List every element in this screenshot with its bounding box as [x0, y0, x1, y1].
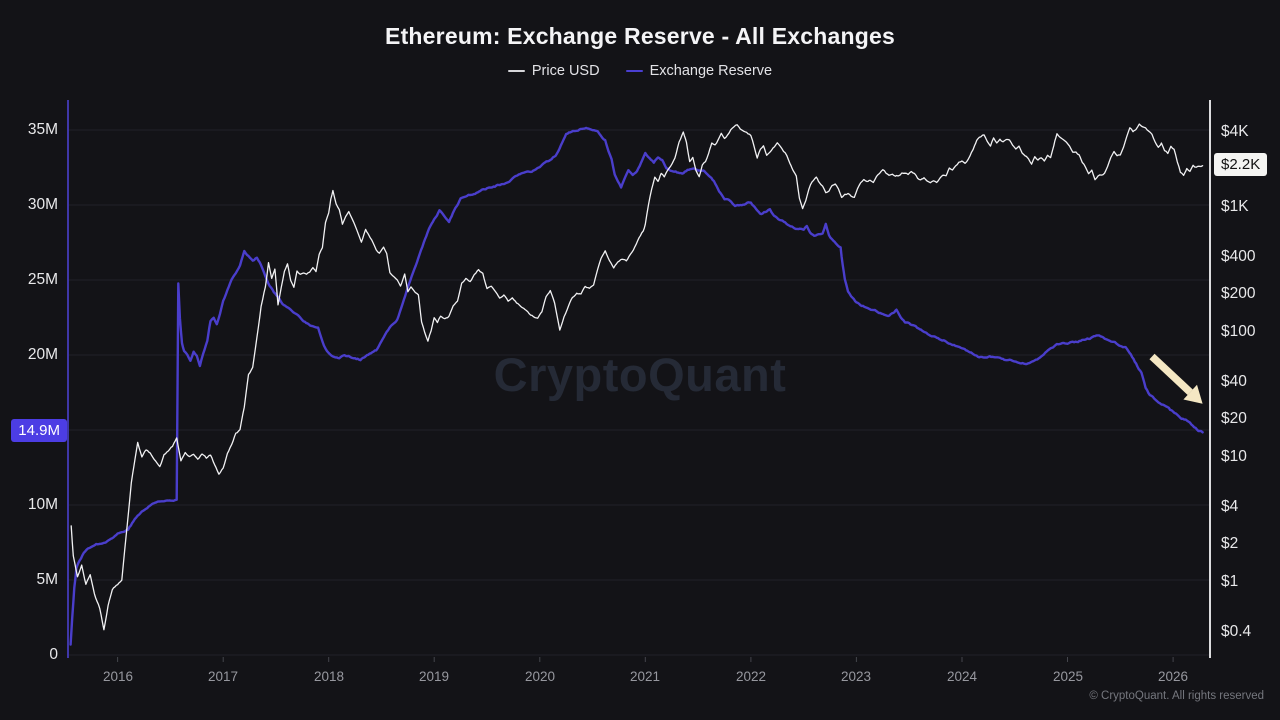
legend-item-reserve[interactable]: Exchange Reserve: [625, 63, 773, 79]
copyright-notice: © CryptoQuant. All rights reserved: [1089, 690, 1264, 702]
price-current-value-badge: $2.2K: [1214, 153, 1268, 176]
x-axis-year-label: 2020: [524, 669, 556, 684]
right-axis-tick-label: $400: [1221, 248, 1256, 265]
x-axis-year-label: 2026: [1157, 669, 1189, 684]
legend-label-price: Price USD: [531, 63, 600, 79]
x-axis-year-label: 2025: [1052, 669, 1084, 684]
chart-legend: Price USD Exchange Reserve: [0, 63, 1280, 79]
page-title: Ethereum: Exchange Reserve - All Exchang…: [385, 23, 895, 49]
x-axis-year-label: 2024: [946, 669, 978, 684]
right-axis-tick-label: $4K: [1221, 123, 1249, 140]
right-axis-tick-label: $0.4: [1221, 623, 1252, 640]
right-axis-tick-label: $4: [1221, 498, 1239, 515]
reserve-line: [69, 126, 1204, 646]
x-axis-year-label: 2022: [735, 669, 767, 684]
right-axis-tick-label: $20: [1221, 410, 1247, 427]
left-axis-tick-label: 30M: [27, 196, 58, 213]
right-axis-tick-label: $100: [1221, 323, 1256, 340]
right-axis-tick-label: $200: [1221, 285, 1256, 302]
right-axis-tick-label: $1: [1221, 573, 1239, 590]
left-axis-tick-label: 10M: [27, 496, 58, 513]
x-axis-year-label: 2023: [840, 669, 872, 684]
legend-label-reserve: Exchange Reserve: [649, 63, 773, 79]
left-axis-tick-label: 25M: [27, 271, 58, 288]
x-axis-year-label: 2018: [313, 669, 345, 684]
price-line-swatch-icon: [507, 69, 525, 73]
right-axis-tick-label: $40: [1221, 373, 1247, 390]
left-axis-tick-label: 35M: [27, 121, 58, 138]
x-axis-year-label: 2017: [207, 669, 239, 684]
legend-item-price[interactable]: Price USD: [507, 63, 600, 79]
down-arrow-annotation: [1149, 353, 1203, 404]
x-axis-year-label: 2021: [629, 669, 661, 684]
right-axis-tick-label: $2: [1221, 535, 1239, 552]
cryptoquant-watermark: CryptoQuant: [493, 348, 787, 401]
right-axis-tick-label: $10: [1221, 448, 1247, 465]
price-line: [70, 123, 1204, 631]
right-axis-tick-label: $1K: [1221, 198, 1249, 215]
reserve-line-swatch-icon: [625, 69, 643, 73]
x-axis-year-label: 2016: [102, 669, 134, 684]
left-axis-tick-label: 5M: [36, 571, 58, 588]
x-axis-year-label: 2019: [418, 669, 450, 684]
reserve-current-value-badge: 14.9M: [11, 419, 67, 442]
left-axis-tick-label: 0: [49, 646, 58, 663]
left-axis-tick-label: 20M: [27, 346, 58, 363]
